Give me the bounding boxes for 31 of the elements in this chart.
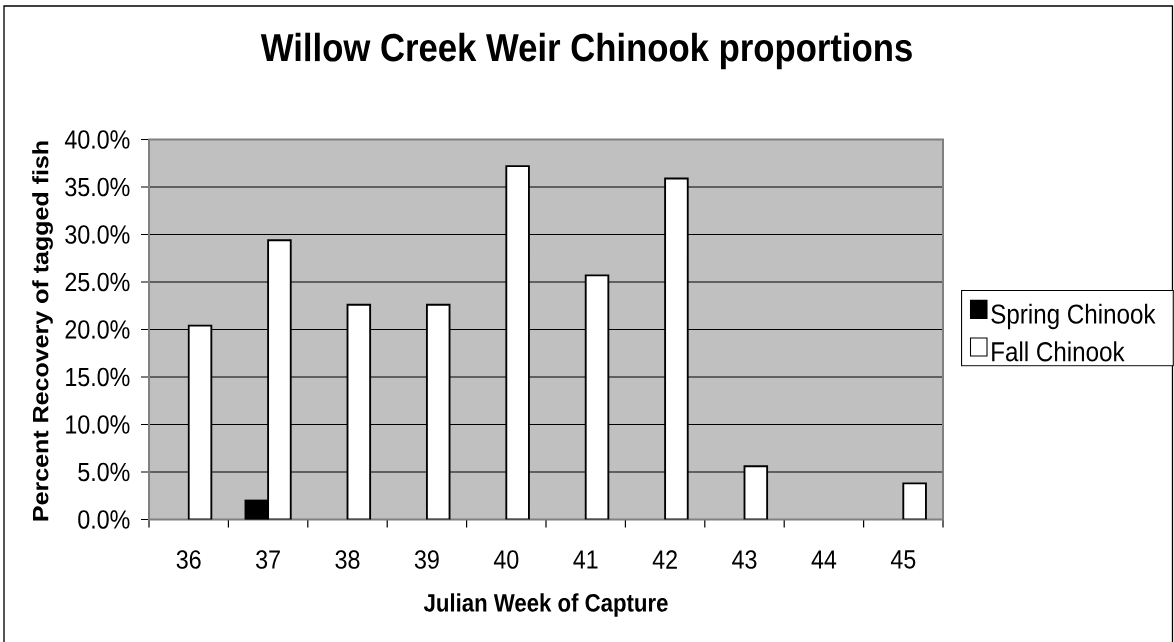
legend-label: Spring Chinook [991,303,1156,330]
x-tick-label: 42 [652,550,677,569]
x-tick-label: 36 [176,550,201,569]
bar [664,177,689,520]
y-tick-label: 15.0% [66,367,130,387]
y-tick-label: 10.0% [66,415,130,434]
y-tick-label: 25.0% [65,272,130,292]
bar [346,303,372,520]
x-tick-label: 39 [414,550,439,569]
bar [505,165,530,520]
y-tick-label: 20.0% [65,320,130,339]
y-tick-label: 40.0% [64,130,130,149]
x-tick-label: 37 [256,550,280,569]
x-tick-label: 40 [493,550,519,569]
x-tick-label: 38 [335,550,360,569]
x-axis-title: Julian Week of Capture [423,593,668,617]
y-axis-title: Percent Recovery of tagged fish [32,141,53,521]
y-tick-label: 30.0% [65,225,130,244]
x-tick-label: 44 [811,550,837,569]
bar [425,303,451,520]
x-tick-label: 41 [573,550,598,569]
chart-title: Willow Creek Weir Chinook proportions [260,32,912,70]
legend-label: Fall Chinook [992,341,1125,362]
x-tick-label: 45 [890,550,916,569]
bar [743,465,769,520]
y-tick-label: 5.0% [78,462,130,482]
y-tick-label: 0.0% [78,510,130,529]
x-tick-label: 43 [732,550,757,569]
bar [902,482,927,520]
y-tick-label: 35.0% [65,177,130,197]
bar [267,239,292,520]
